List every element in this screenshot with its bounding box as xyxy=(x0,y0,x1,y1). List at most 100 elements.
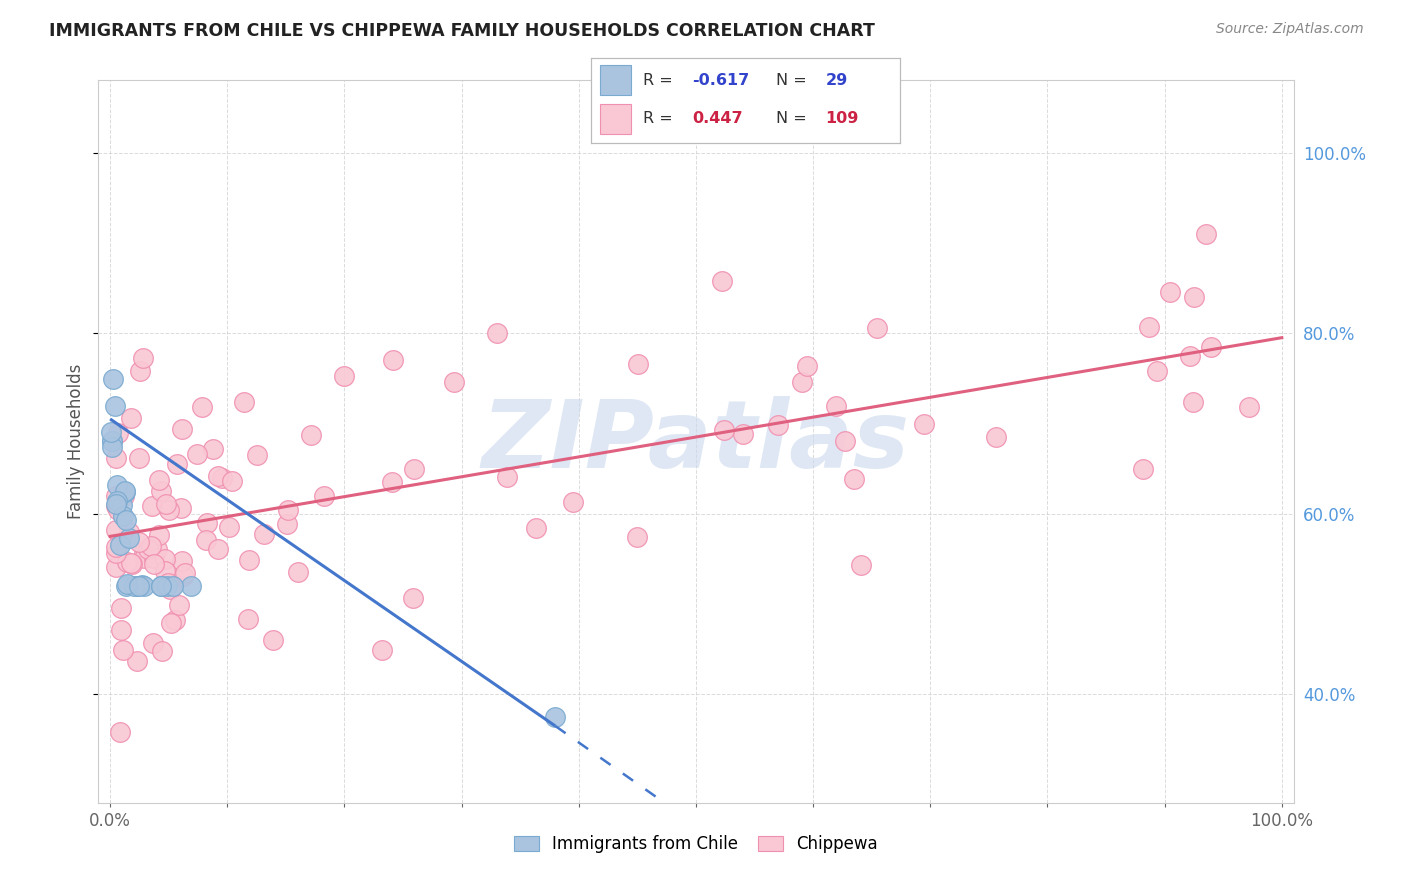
Point xyxy=(211,470,233,484)
Point xyxy=(142,635,165,649)
Point xyxy=(120,410,142,425)
Text: 29: 29 xyxy=(825,72,848,87)
Point xyxy=(149,579,172,593)
Point xyxy=(849,558,872,573)
Point xyxy=(132,351,155,365)
Point xyxy=(149,579,172,593)
Point xyxy=(524,521,547,535)
Point xyxy=(127,579,149,593)
Point xyxy=(262,633,284,648)
Point xyxy=(139,540,162,554)
Point xyxy=(105,546,128,560)
Point xyxy=(104,399,127,413)
Point xyxy=(194,533,217,548)
Point xyxy=(134,579,156,593)
Point xyxy=(110,538,132,552)
Point xyxy=(172,554,194,568)
Point xyxy=(207,541,229,556)
Point xyxy=(312,489,335,503)
Point xyxy=(105,499,128,513)
Point xyxy=(1195,227,1218,241)
Point xyxy=(174,566,197,580)
Point xyxy=(148,473,170,487)
Point xyxy=(172,569,194,583)
Point xyxy=(190,401,212,415)
Point xyxy=(129,364,152,378)
Point xyxy=(796,359,818,373)
Point xyxy=(120,556,142,570)
Point xyxy=(626,358,648,372)
Point xyxy=(112,643,135,657)
Point xyxy=(186,447,208,461)
Point xyxy=(114,513,136,527)
Point xyxy=(141,499,163,513)
Bar xyxy=(600,65,631,95)
Point xyxy=(159,615,181,630)
Point xyxy=(131,578,153,592)
Point xyxy=(766,418,789,433)
Text: R =: R = xyxy=(643,72,678,87)
Point xyxy=(201,442,224,456)
Point xyxy=(117,524,139,539)
Point xyxy=(105,489,128,503)
Point xyxy=(287,566,309,580)
Point xyxy=(150,644,173,658)
Point xyxy=(100,425,122,439)
Point xyxy=(371,643,394,657)
Text: N =: N = xyxy=(776,72,813,87)
Point xyxy=(276,517,298,532)
Point xyxy=(128,535,150,549)
Point xyxy=(136,541,159,556)
Point xyxy=(402,591,425,605)
Point xyxy=(277,502,299,516)
Point xyxy=(1199,340,1222,354)
Point xyxy=(105,540,128,554)
Text: N =: N = xyxy=(776,112,813,127)
Point xyxy=(100,434,122,449)
Point xyxy=(486,326,509,340)
Point xyxy=(1239,400,1261,414)
Point xyxy=(1159,285,1181,300)
Point xyxy=(166,457,188,471)
Point xyxy=(134,551,156,566)
Point xyxy=(792,375,814,389)
Point xyxy=(128,579,150,593)
Point xyxy=(866,320,889,334)
Point xyxy=(101,372,124,386)
Point xyxy=(105,560,128,574)
Text: IMMIGRANTS FROM CHILE VS CHIPPEWA FAMILY HOUSEHOLDS CORRELATION CHART: IMMIGRANTS FROM CHILE VS CHIPPEWA FAMILY… xyxy=(49,22,875,40)
Point xyxy=(157,503,180,517)
Point xyxy=(107,426,129,441)
Point xyxy=(218,520,240,534)
Point xyxy=(912,417,935,432)
Text: Source: ZipAtlas.com: Source: ZipAtlas.com xyxy=(1216,22,1364,37)
Point xyxy=(842,471,865,485)
Point xyxy=(195,516,218,530)
Point xyxy=(1132,462,1154,476)
Point xyxy=(1182,290,1205,304)
Point xyxy=(155,497,177,511)
Point xyxy=(105,523,128,537)
Point xyxy=(207,469,229,483)
Point xyxy=(381,475,404,490)
Point xyxy=(115,577,138,591)
Point xyxy=(121,558,143,572)
Point xyxy=(170,500,193,515)
Point xyxy=(101,434,124,448)
Legend: Immigrants from Chile, Chippewa: Immigrants from Chile, Chippewa xyxy=(508,828,884,860)
Point xyxy=(118,531,141,545)
Text: R =: R = xyxy=(643,112,678,127)
Point xyxy=(111,508,134,523)
Point xyxy=(299,428,322,442)
Point xyxy=(128,450,150,465)
Point xyxy=(148,528,170,542)
Point xyxy=(145,542,167,557)
Point xyxy=(153,564,176,578)
Point xyxy=(180,579,202,593)
Point xyxy=(172,422,194,436)
Point xyxy=(402,461,425,475)
Text: ZIPatlas: ZIPatlas xyxy=(482,395,910,488)
Point xyxy=(100,440,122,454)
Point xyxy=(167,598,190,612)
Point xyxy=(731,427,754,442)
